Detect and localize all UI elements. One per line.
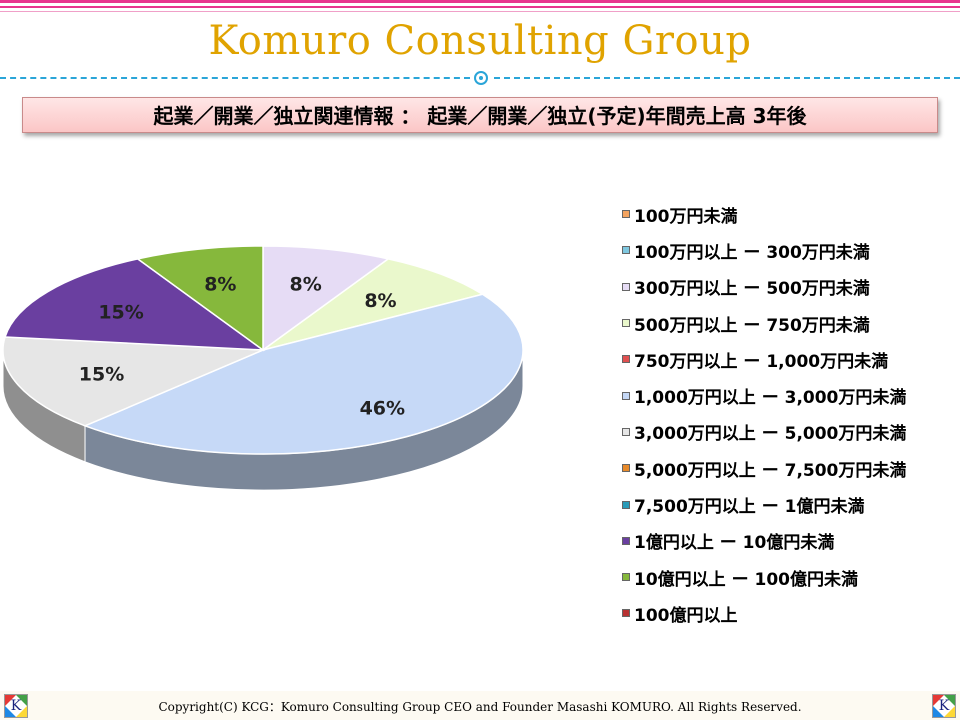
legend-item: 7,500万円以上 ー 1億円未満 [622, 486, 960, 522]
pie-slice [4, 258, 266, 351]
legend-item: 100億円以上 [622, 595, 960, 631]
legend-item: 3,000万円以上 ー 5,000万円未満 [622, 414, 960, 450]
legend-label: 100万円未満 [634, 206, 738, 227]
legend-label: 300万円以上 ー 500万円未満 [634, 279, 870, 300]
legend-swatch [622, 609, 630, 618]
legend-swatch [622, 464, 630, 473]
section-subtitle: 起業／開業／独立関連情報 ： 起業／開業／独立(予定)年間売上高 3年後 [22, 97, 938, 133]
divider [0, 77, 470, 79]
legend-item: 1億円以上 ー 10億円未満 [622, 523, 960, 559]
legend-item: 1,000万円以上 ー 3,000万円未満 [622, 377, 960, 413]
kcg-logo-icon: K [4, 694, 28, 718]
chart-legend: 100万円未満 100万円以上 ー 300万円未満 300万円以上 ー 500万円未… [622, 196, 960, 632]
legend-label: 3,000万円以上 ー 5,000万円未満 [634, 424, 907, 445]
legend-label: 100万円以上 ー 300万円未満 [634, 242, 870, 263]
legend-item: 10億円以上 ー 100億円未満 [622, 559, 960, 595]
legend-label: 1,000万円以上 ー 3,000万円未満 [634, 388, 907, 409]
legend-label: 500万円以上 ー 750万円未満 [634, 315, 870, 336]
legend-label: 7,500万円以上 ー 1億円未満 [634, 497, 865, 518]
legend-item: 5,000万円以上 ー 7,500万円未満 [622, 450, 960, 486]
slice-data-label: 46% [360, 398, 405, 420]
legend-label: 1億円以上 ー 10億円未満 [634, 533, 835, 554]
legend-swatch [622, 355, 630, 364]
kcg-logo-icon: K [932, 694, 956, 718]
legend-label: 750万円以上 ー 1,000万円未満 [634, 351, 889, 372]
pie-slice [262, 245, 391, 352]
pie-slice [262, 258, 485, 351]
pie-chart: 8% 8% 46% 15% 15% 8% [2, 245, 524, 491]
divider-circle-icon [474, 71, 488, 85]
pie-slice [82, 293, 524, 455]
legend-swatch [622, 500, 630, 509]
top-decoration [0, 0, 960, 14]
legend-swatch [622, 282, 630, 291]
divider [494, 77, 960, 79]
slice-data-label: 15% [98, 301, 143, 323]
page-title: Komuro Consulting Group [208, 18, 752, 64]
slice-data-label: 8% [204, 274, 236, 296]
legend-swatch [622, 319, 630, 328]
legend-swatch [622, 427, 630, 436]
pie-slice [2, 336, 264, 427]
copyright-text: Copyright(C) KCG：Komuro Consulting Group… [158, 700, 802, 714]
slice-data-label: 8% [364, 290, 396, 312]
legend-swatch [622, 391, 630, 400]
legend-item: 500万円以上 ー 750万円未満 [622, 305, 960, 341]
legend-item: 750万円以上 ー 1,000万円未満 [622, 341, 960, 377]
pie-slice [135, 245, 264, 352]
slice-data-label: 15% [79, 363, 124, 385]
legend-label: 5,000万円以上 ー 7,500万円未満 [634, 460, 907, 481]
footer [0, 691, 960, 720]
legend-label: 10億円以上 ー 100億円未満 [634, 569, 858, 590]
legend-swatch [622, 536, 630, 545]
slice-data-label: 8% [290, 274, 322, 296]
legend-swatch [622, 210, 630, 219]
legend-item: 100万円以上 ー 300万円未満 [622, 232, 960, 268]
legend-swatch [622, 246, 630, 255]
legend-item: 300万円以上 ー 500万円未満 [622, 269, 960, 305]
legend-label: 100億円以上 [634, 605, 738, 626]
legend-item: 100万円未満 [622, 196, 960, 232]
legend-swatch [622, 573, 630, 582]
